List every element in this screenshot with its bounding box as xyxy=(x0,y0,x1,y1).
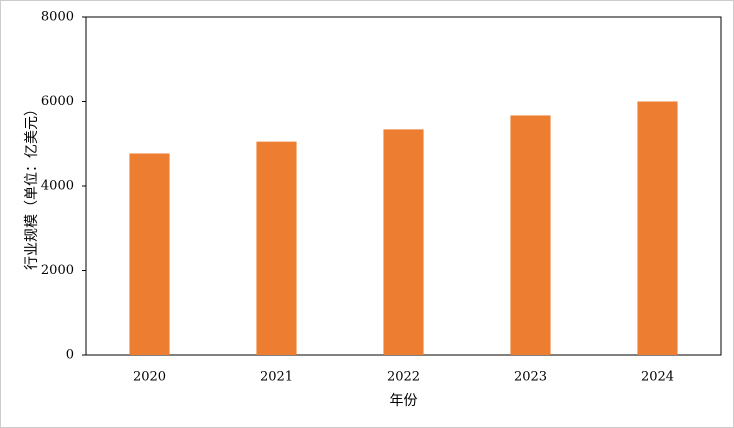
bar xyxy=(129,153,170,355)
x-axis-label: 年份 xyxy=(390,393,418,409)
x-tick-label: 2021 xyxy=(260,370,293,385)
bar xyxy=(510,115,551,355)
y-tick-label: 6000 xyxy=(41,94,74,109)
y-axis-label: 行业规模（单位：亿美元） xyxy=(24,102,40,270)
bar xyxy=(637,101,678,355)
y-tick-label: 0 xyxy=(66,348,74,363)
x-tick-label: 2024 xyxy=(641,370,674,385)
x-tick-label: 2022 xyxy=(387,370,420,385)
y-tick-label: 4000 xyxy=(41,179,74,194)
x-tick-label: 2020 xyxy=(133,370,166,385)
y-tick-label: 2000 xyxy=(41,263,74,278)
bar xyxy=(383,129,424,355)
bar xyxy=(256,141,297,355)
x-tick-label: 2023 xyxy=(514,370,547,385)
y-tick-label: 8000 xyxy=(41,10,74,25)
